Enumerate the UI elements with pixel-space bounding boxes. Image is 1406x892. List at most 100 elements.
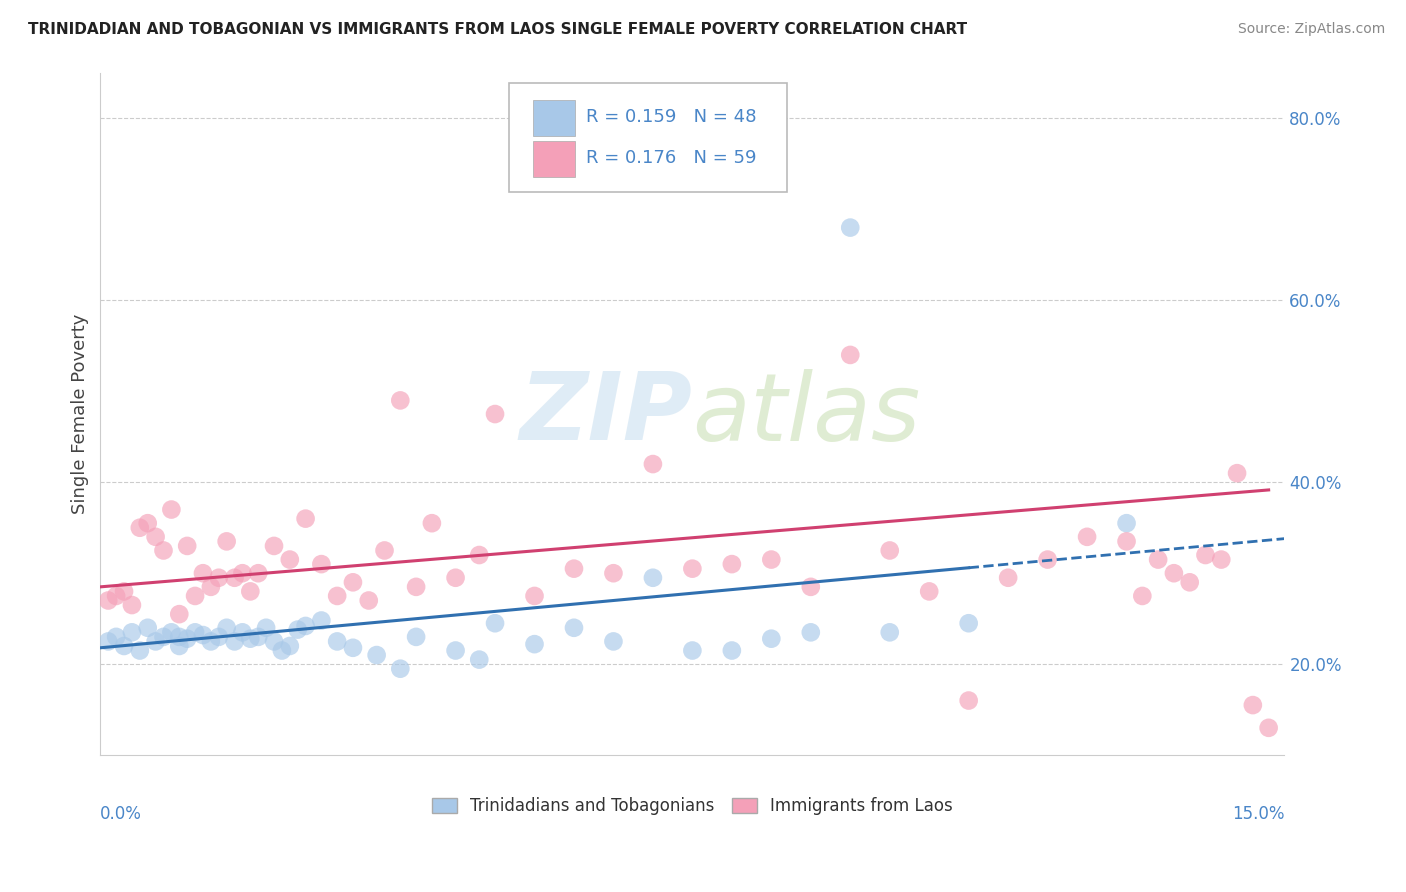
Point <box>145 530 167 544</box>
Point <box>311 614 333 628</box>
Point <box>278 552 301 566</box>
Point <box>1226 466 1249 480</box>
Point <box>326 634 349 648</box>
Point <box>1241 698 1264 712</box>
Point <box>224 571 246 585</box>
Point <box>366 648 388 662</box>
Point <box>1211 552 1233 566</box>
Point <box>184 589 207 603</box>
Text: Source: ZipAtlas.com: Source: ZipAtlas.com <box>1237 22 1385 37</box>
Point <box>176 539 198 553</box>
Point <box>121 625 143 640</box>
Point <box>224 634 246 648</box>
Point <box>1163 566 1185 581</box>
Point <box>997 571 1019 585</box>
Point <box>484 407 506 421</box>
Point <box>641 457 664 471</box>
Point <box>208 571 231 585</box>
Point <box>254 621 277 635</box>
Point <box>1147 552 1170 566</box>
Point <box>468 652 491 666</box>
Point <box>405 580 427 594</box>
Point <box>169 639 191 653</box>
Point <box>160 625 183 640</box>
Point <box>839 348 862 362</box>
Point <box>1115 516 1137 531</box>
Point <box>294 619 316 633</box>
Point <box>879 543 901 558</box>
Point <box>97 634 120 648</box>
Point <box>444 571 467 585</box>
Point <box>191 566 214 581</box>
Point <box>160 502 183 516</box>
Point <box>215 534 238 549</box>
Point <box>136 516 159 531</box>
Point <box>681 643 703 657</box>
Point <box>1257 721 1279 735</box>
Point <box>839 220 862 235</box>
Point <box>1076 530 1098 544</box>
Point <box>602 566 624 581</box>
Point <box>97 593 120 607</box>
Point <box>247 630 270 644</box>
Point <box>761 632 783 646</box>
Point <box>105 630 128 644</box>
Point <box>879 625 901 640</box>
Point <box>294 511 316 525</box>
Point <box>761 552 783 566</box>
Point <box>145 634 167 648</box>
Y-axis label: Single Female Poverty: Single Female Poverty <box>72 314 89 514</box>
Point <box>342 575 364 590</box>
Point <box>200 580 222 594</box>
Point <box>152 630 174 644</box>
Point <box>169 607 191 621</box>
Text: 0.0%: 0.0% <box>100 805 142 823</box>
Point <box>602 634 624 648</box>
Point <box>200 634 222 648</box>
Point <box>444 643 467 657</box>
Text: 15.0%: 15.0% <box>1232 805 1285 823</box>
Point <box>562 562 585 576</box>
Text: TRINIDADIAN AND TOBAGONIAN VS IMMIGRANTS FROM LAOS SINGLE FEMALE POVERTY CORRELA: TRINIDADIAN AND TOBAGONIAN VS IMMIGRANTS… <box>28 22 967 37</box>
Point <box>231 566 253 581</box>
Point <box>263 539 285 553</box>
Point <box>468 548 491 562</box>
Point <box>957 693 980 707</box>
Point <box>326 589 349 603</box>
Point <box>247 566 270 581</box>
Point <box>169 630 191 644</box>
Point <box>1036 552 1059 566</box>
Point <box>239 632 262 646</box>
Point <box>184 625 207 640</box>
Point <box>1130 589 1153 603</box>
Point <box>721 643 744 657</box>
Point <box>287 623 309 637</box>
Point <box>562 621 585 635</box>
Text: R = 0.159   N = 48: R = 0.159 N = 48 <box>586 108 756 127</box>
Point <box>641 571 664 585</box>
Point <box>191 628 214 642</box>
Point <box>1115 534 1137 549</box>
Point <box>357 593 380 607</box>
Text: ZIP: ZIP <box>519 368 692 460</box>
Point <box>136 621 159 635</box>
Point <box>342 640 364 655</box>
Point <box>957 616 980 631</box>
Point <box>311 557 333 571</box>
Point <box>405 630 427 644</box>
Text: R = 0.176   N = 59: R = 0.176 N = 59 <box>586 149 756 167</box>
Point <box>278 639 301 653</box>
Text: atlas: atlas <box>692 368 921 459</box>
FancyBboxPatch shape <box>533 100 575 136</box>
Point <box>389 393 412 408</box>
FancyBboxPatch shape <box>509 83 787 193</box>
Point <box>1178 575 1201 590</box>
Legend: Trinidadians and Tobagonians, Immigrants from Laos: Trinidadians and Tobagonians, Immigrants… <box>432 797 953 815</box>
Point <box>389 662 412 676</box>
Point <box>721 557 744 571</box>
Point <box>112 639 135 653</box>
Point <box>176 632 198 646</box>
Point <box>128 643 150 657</box>
Point <box>420 516 443 531</box>
Point <box>1194 548 1216 562</box>
